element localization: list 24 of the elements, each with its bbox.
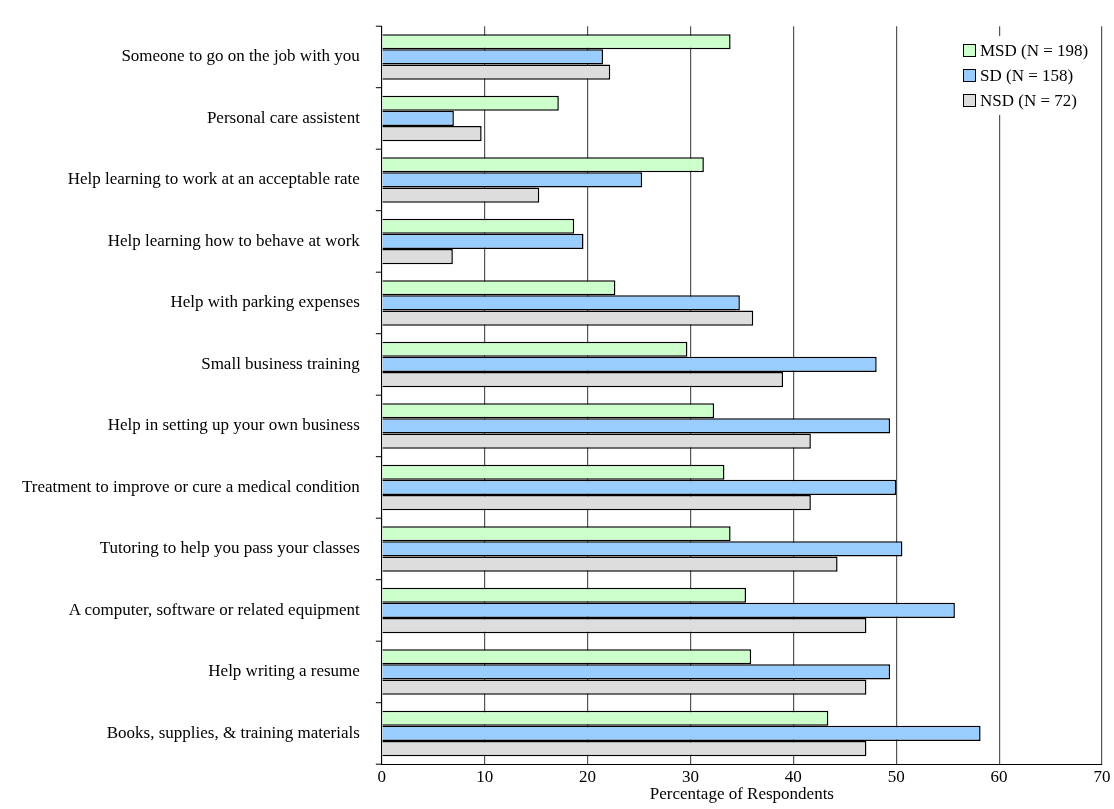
y-tick-label: Small business training <box>201 353 361 373</box>
x-tick-label: 60 <box>990 766 1008 786</box>
y-tick-label: Treatment to improve or cure a medical condition <box>22 476 361 496</box>
x-tick-label: 70 <box>1093 766 1111 786</box>
legend-label: MSD (N = 198) <box>980 40 1089 63</box>
x-tick-label: 30 <box>681 766 699 786</box>
y-tick-label: Books, supplies, & training materials <box>106 722 360 742</box>
x-tick-label: 40 <box>784 766 802 786</box>
y-tick-label: Someone to go on the job with you <box>121 46 361 66</box>
x-tick-label: 50 <box>887 766 905 786</box>
x-tick-label: 10 <box>476 766 494 786</box>
y-tick-label: Help in setting up your own business <box>107 415 360 435</box>
y-tick-label: Tutoring to help you pass your classes <box>99 538 360 558</box>
x-tick-label: 0 <box>377 766 387 786</box>
y-tick-label: Help learning to work at an acceptable rate <box>67 169 360 189</box>
y-tick-label: Help with parking expenses <box>170 292 360 312</box>
x-tick-label: 20 <box>579 766 597 786</box>
legend-label: NSD (N = 72) <box>980 90 1077 113</box>
legend-label: SD (N = 158) <box>980 65 1074 88</box>
x-axis-title: Percentage of Respondents <box>649 784 834 804</box>
y-tick-label: Personal care assistent <box>206 107 361 127</box>
y-tick-label: Help writing a resume <box>208 661 360 681</box>
y-tick-label: A computer, software or related equipment <box>68 599 361 619</box>
y-tick-label: Help learning how to behave at work <box>107 230 361 250</box>
